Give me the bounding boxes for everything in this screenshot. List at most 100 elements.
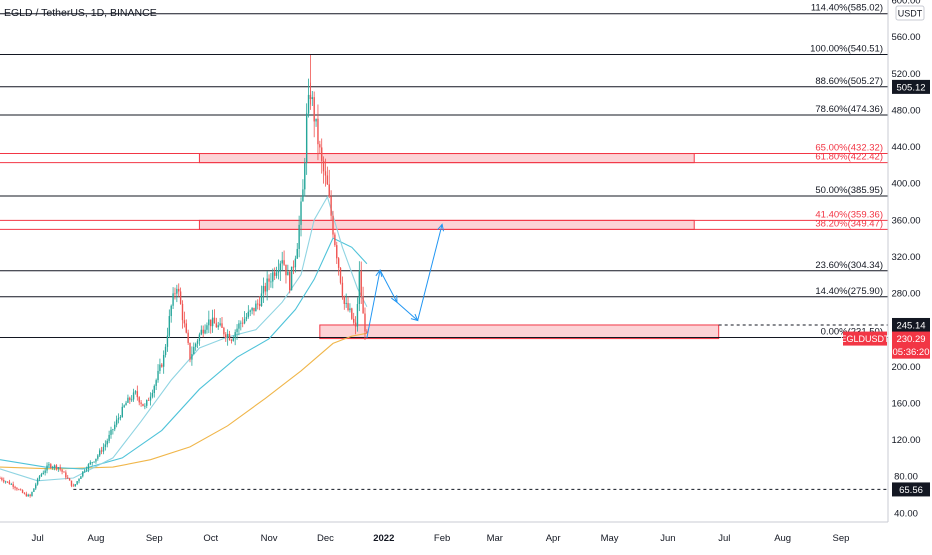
time-tick-label: Apr [546, 533, 561, 544]
candle-body [123, 405, 125, 407]
candle-body [189, 342, 191, 360]
candle-body [14, 486, 16, 489]
fib-level-label: 114.40%(585.02) [811, 3, 883, 14]
candle-body [146, 400, 148, 406]
price-badge-label: 230.29 [896, 334, 925, 345]
candle-body [82, 471, 84, 477]
candle-body [183, 320, 186, 324]
candle-body [144, 405, 146, 407]
candle-body [93, 461, 95, 463]
candle-body [279, 263, 282, 271]
ma-slow-line [0, 237, 368, 470]
fib-level-label: 88.60%(505.27) [815, 76, 883, 87]
fib-level-label: 50.00%(385.95) [815, 185, 883, 196]
candle-body [364, 313, 366, 332]
time-tick-label: Nov [261, 533, 278, 544]
candle-body [302, 189, 304, 202]
price-tick-label: 160.00 [891, 398, 920, 409]
candle-body [100, 450, 103, 452]
candle-body [138, 397, 140, 403]
price-badge [892, 317, 930, 332]
candle-body [198, 334, 201, 341]
candle-body [307, 94, 310, 114]
candle-body [27, 494, 29, 497]
candle-body [91, 462, 93, 463]
candle-body [251, 307, 253, 311]
candle-body [343, 296, 345, 304]
candle-body [217, 325, 219, 328]
candle-body [247, 311, 250, 317]
candle-body [174, 293, 176, 295]
candle-body [108, 434, 110, 441]
candle-body [19, 489, 22, 491]
candle-body [44, 470, 46, 473]
time-tick-label: May [601, 533, 619, 544]
price-tick-label: 560.00 [891, 32, 920, 43]
candle-body [31, 491, 33, 497]
candle-body [326, 175, 329, 185]
price-tick-label: 400.00 [891, 179, 920, 190]
candle-body [61, 469, 63, 472]
candle-body [275, 272, 278, 276]
candle-body [10, 484, 12, 485]
time-tick-label: Sep [146, 533, 163, 544]
price-tick-label: 280.00 [891, 289, 920, 300]
price-tick-label: 80.00 [894, 472, 918, 483]
candle-body [194, 343, 197, 347]
candle-body [294, 258, 297, 268]
candle-body [253, 307, 255, 312]
candle-body [83, 470, 86, 472]
candle-body [322, 160, 325, 172]
candle-body [153, 385, 155, 393]
candle-body [240, 322, 242, 324]
candle-body [358, 271, 361, 305]
candle-body [121, 406, 123, 417]
candle-body [85, 469, 88, 471]
candle-body [70, 480, 73, 486]
candle-body [336, 245, 338, 259]
zone-box [198, 219, 695, 230]
candle-body [292, 266, 295, 268]
candle-body [35, 484, 37, 489]
candle-body [78, 479, 80, 482]
candle-body [76, 481, 78, 485]
candle-body [219, 323, 221, 326]
candle-body [277, 270, 280, 273]
candle-body [193, 346, 195, 355]
candle-body [351, 308, 353, 319]
candle-body [115, 419, 118, 425]
candle-body [181, 303, 184, 321]
candle-body [38, 476, 41, 479]
candle-body [51, 467, 54, 468]
price-tick-label: 520.00 [891, 69, 920, 80]
candle-body [29, 494, 31, 497]
candle-body [53, 465, 56, 468]
candle-body [149, 396, 152, 401]
candle-body [55, 465, 58, 469]
projection-arrow-line [417, 224, 443, 321]
time-tick-label: Aug [774, 533, 791, 544]
price-badge-label: 245.14 [896, 320, 925, 331]
candle-body [268, 278, 270, 282]
candle-body [166, 335, 169, 347]
price-tick-label: 320.00 [891, 252, 920, 263]
candle-body [112, 429, 114, 431]
price-tick-label: 600.00 [891, 0, 920, 7]
candle-body [347, 302, 349, 311]
candle-body [283, 260, 285, 265]
chart-title: EGLD / TetherUS, 1D, BINANCE [4, 7, 157, 19]
time-tick-label: Dec [317, 533, 334, 544]
candle-body [266, 278, 268, 292]
candle-body [334, 234, 336, 246]
candle-body [162, 355, 165, 367]
candle-body [57, 467, 60, 469]
candle-body [257, 303, 259, 305]
candle-body [196, 340, 199, 344]
time-tick-label: Jul [32, 533, 44, 544]
candle-body [258, 304, 261, 307]
candle-body [337, 258, 340, 268]
projection-arrow-line [366, 270, 381, 339]
candle-body [290, 266, 293, 291]
